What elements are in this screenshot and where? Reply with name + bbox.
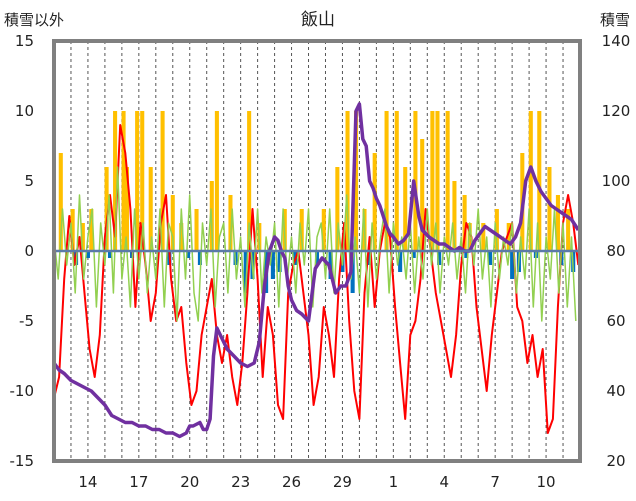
blue-bar (277, 251, 282, 272)
precip-bar (353, 111, 359, 251)
y-right-tick-label: 20 (606, 452, 625, 470)
precip-bar (467, 223, 472, 251)
precip-bar (70, 209, 75, 251)
precip-bar (445, 111, 450, 251)
precip-bar (58, 153, 63, 251)
precip-bar (372, 153, 377, 251)
y-left-tick-label: -10 (10, 382, 35, 400)
snow_depth-line (52, 102, 580, 439)
precip-bar (124, 167, 129, 251)
precip-bar (555, 195, 560, 251)
precip-bar (481, 223, 486, 251)
x-tick-label: 4 (439, 473, 449, 491)
x-tick-label: 7 (490, 473, 500, 491)
precip-bar (214, 111, 219, 251)
precip-bar (494, 209, 499, 251)
y-right-tick-label: 80 (606, 242, 625, 260)
blue-bar (464, 251, 469, 258)
precip-bar (528, 111, 533, 251)
precip-bar (384, 111, 389, 251)
y-left-tick-label: 0 (24, 242, 34, 260)
precip-bar (452, 181, 457, 251)
x-ticks: 14 17 20 23 26 29 1 4 7 10 (78, 473, 555, 491)
x-tick-label: 17 (129, 473, 148, 491)
precip-bar (148, 167, 153, 251)
chart-title: 飯山 (301, 10, 335, 30)
x-tick-label: 26 (282, 473, 301, 491)
precip-bar (435, 111, 440, 251)
blue-bar (186, 251, 191, 258)
precip-bar (179, 223, 184, 251)
blue-bar (85, 251, 90, 258)
plot-area-frame (52, 39, 582, 463)
line-series (52, 102, 580, 439)
x-tick-label: 1 (389, 473, 399, 491)
precip-bar (547, 167, 552, 251)
precip-bar (394, 111, 399, 251)
y-left-tick-label: 5 (24, 172, 34, 190)
y-right-tick-label: 60 (606, 312, 625, 330)
y-left-tick-label: 10 (15, 102, 34, 120)
precip-bar (299, 209, 304, 251)
y-right-ticks: 140 120 100 80 60 40 20 (602, 32, 631, 470)
precip-bar (420, 139, 425, 251)
precip-bar (462, 195, 467, 251)
precip-bar (345, 111, 350, 251)
x-tick-label: 10 (537, 473, 556, 491)
y-right-axis-label: 積雪 (600, 11, 630, 29)
blue-bar (243, 251, 248, 293)
precip-bar (121, 111, 126, 251)
precip-bar (140, 111, 145, 251)
y-left-tick-label: 15 (15, 32, 34, 50)
blue-bar (270, 251, 275, 279)
blue-bar (437, 251, 442, 265)
blue-bar (197, 251, 202, 265)
blue-bar (398, 251, 403, 272)
blue-bar (510, 251, 515, 279)
precip-bar (80, 223, 85, 251)
y-left-ticks: 15 10 5 0 -5 -10 -15 (10, 32, 35, 470)
precip-bar (506, 223, 511, 251)
precip-bar (135, 111, 140, 251)
y-right-tick-label: 140 (602, 32, 631, 50)
y-left-tick-label: -15 (10, 452, 35, 470)
precip-bar (104, 167, 109, 251)
y-right-tick-label: 100 (602, 172, 631, 190)
x-tick-label: 29 (333, 473, 352, 491)
precip-bar (403, 167, 408, 251)
y-left-axis-label: 積雪以外 (4, 11, 64, 29)
precip-bar (335, 167, 340, 251)
y-left-tick-label: -5 (19, 312, 34, 330)
precip-bar (160, 111, 165, 251)
precip-bar (247, 111, 252, 251)
y-right-tick-label: 40 (606, 382, 625, 400)
blue-bar (488, 251, 493, 265)
precip-bar (321, 209, 326, 251)
precip-bar (430, 111, 435, 251)
temperature-line (53, 124, 580, 434)
precip-bar (537, 111, 542, 251)
precip-bar (89, 209, 94, 251)
precip-bar (566, 209, 571, 251)
y-right-tick-label: 120 (602, 102, 631, 120)
precip-bar (113, 111, 118, 251)
precip-bar (194, 209, 199, 251)
x-tick-label: 23 (231, 473, 250, 491)
blue-bar (411, 251, 416, 258)
x-tick-label: 14 (78, 473, 97, 491)
blue-bar (107, 251, 113, 258)
precip-bar (170, 195, 175, 251)
x-tick-label: 20 (180, 473, 199, 491)
blue-bar (314, 251, 320, 265)
precip-bar (228, 195, 233, 251)
